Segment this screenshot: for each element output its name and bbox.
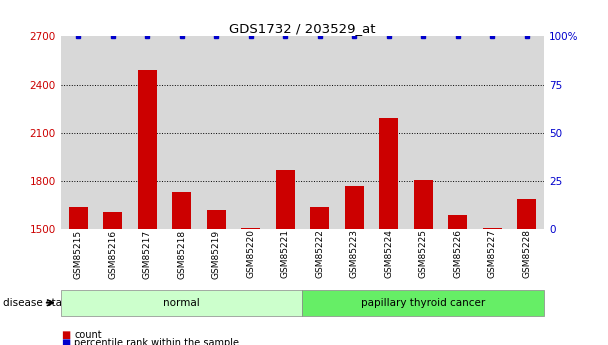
Bar xyxy=(69,207,88,229)
Bar xyxy=(475,36,510,229)
Text: count: count xyxy=(74,330,102,339)
Bar xyxy=(130,36,164,229)
Bar xyxy=(510,36,544,229)
Bar xyxy=(345,186,364,229)
Bar xyxy=(137,70,157,229)
Bar xyxy=(199,36,233,229)
Text: normal: normal xyxy=(164,298,200,308)
Bar xyxy=(441,36,475,229)
Bar xyxy=(414,179,433,229)
Bar xyxy=(61,36,95,229)
Bar xyxy=(302,36,337,229)
Bar xyxy=(448,215,468,229)
Bar xyxy=(517,199,536,229)
Bar xyxy=(483,228,502,229)
Bar xyxy=(268,36,302,229)
Title: GDS1732 / 203529_at: GDS1732 / 203529_at xyxy=(229,22,376,35)
Bar xyxy=(103,212,122,229)
Bar xyxy=(241,228,260,229)
Bar xyxy=(337,36,371,229)
Bar xyxy=(95,36,130,229)
Bar xyxy=(310,207,330,229)
Bar xyxy=(233,36,268,229)
Bar xyxy=(371,36,406,229)
Bar xyxy=(275,170,295,229)
Text: percentile rank within the sample: percentile rank within the sample xyxy=(74,338,239,345)
Text: ■: ■ xyxy=(61,338,70,345)
Bar xyxy=(379,118,398,229)
Bar xyxy=(164,36,199,229)
Text: papillary thyroid cancer: papillary thyroid cancer xyxy=(361,298,485,308)
Text: ■: ■ xyxy=(61,330,70,339)
Bar xyxy=(207,210,226,229)
Bar xyxy=(406,36,441,229)
Text: disease state: disease state xyxy=(3,298,72,308)
Bar xyxy=(172,193,191,229)
